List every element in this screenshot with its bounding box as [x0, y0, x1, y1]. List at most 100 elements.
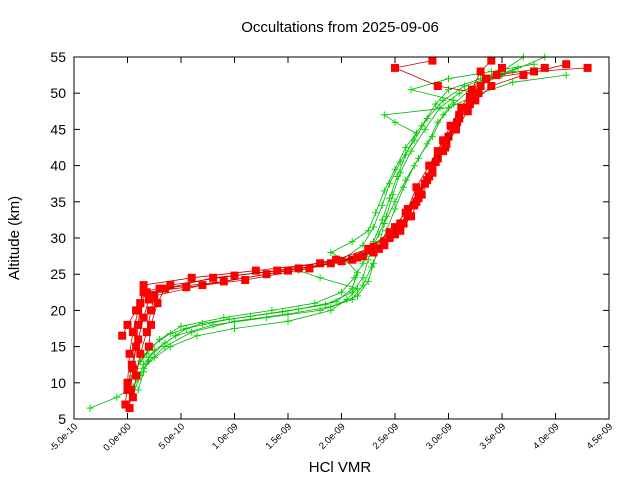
- red-square-point: [374, 244, 383, 253]
- red-square-point: [142, 288, 151, 297]
- green-plus-point: [402, 151, 410, 159]
- red-square-point: [187, 273, 196, 282]
- green-plus-point: [434, 118, 442, 126]
- green-plus-point: [354, 269, 361, 277]
- green-plus-point: [436, 104, 444, 112]
- green-plus-point: [140, 364, 148, 372]
- green-plus-point: [391, 198, 399, 206]
- green-plus-point: [391, 165, 399, 173]
- green-plus-point: [380, 187, 388, 195]
- red-square-point: [166, 281, 175, 290]
- x-axis-label: HCl VMR: [309, 459, 372, 476]
- y-tick-label: 40: [50, 158, 66, 174]
- red-square-point: [457, 103, 466, 112]
- y-tick-label: 30: [50, 230, 66, 246]
- red-square-point: [396, 226, 405, 235]
- green-plus-point: [332, 298, 340, 306]
- red-square-point: [128, 393, 137, 402]
- green-plus-point: [231, 325, 238, 332]
- red-profile-line-2: [132, 67, 545, 398]
- green-plus-point: [284, 310, 292, 318]
- green-plus-point: [386, 180, 394, 188]
- green-plus-point: [400, 183, 408, 191]
- x-tick-label: 4.5e-09: [585, 421, 616, 452]
- red-square-point: [128, 328, 137, 337]
- green-plus-point: [359, 259, 367, 267]
- green-plus-point: [445, 104, 452, 112]
- green-plus-point: [410, 136, 418, 144]
- green-plus-point: [327, 306, 335, 314]
- red-square-point: [412, 197, 421, 206]
- red-square-point: [396, 219, 405, 228]
- x-tick-label: 1.5e-09: [264, 421, 295, 452]
- red-square-point: [468, 85, 476, 94]
- green-plus-point: [423, 140, 431, 148]
- red-square-point: [476, 67, 485, 76]
- x-tick-label: 2.0e-09: [317, 421, 348, 452]
- red-square-point: [273, 266, 282, 275]
- green-plus-point: [263, 314, 271, 322]
- green-plus-point: [161, 339, 169, 347]
- red-square-point: [498, 63, 506, 72]
- green-plus-point: [375, 230, 383, 238]
- red-square-point: [540, 63, 549, 72]
- y-tick-label: 45: [50, 121, 66, 137]
- green-plus-point: [247, 312, 254, 320]
- red-square-point: [353, 253, 362, 262]
- red-square-point: [251, 266, 260, 275]
- red-profile-line-3: [127, 63, 567, 391]
- green-plus-point: [423, 115, 431, 122]
- red-square-point: [425, 172, 434, 181]
- red-square-point: [144, 295, 153, 304]
- red-square-point: [144, 342, 153, 351]
- red-square-point: [132, 371, 141, 380]
- red-square-point: [487, 56, 496, 65]
- green-plus-point: [396, 158, 404, 166]
- red-square-point: [481, 74, 490, 83]
- red-square-point: [123, 378, 132, 387]
- red-square-point: [127, 360, 136, 369]
- red-square-point: [284, 266, 292, 275]
- red-square-point: [476, 82, 485, 90]
- green-plus-point: [461, 82, 469, 90]
- red-square-point: [147, 306, 155, 315]
- red-square-point: [134, 320, 143, 329]
- x-tick-label: 0.0e+00: [101, 421, 133, 453]
- green-plus-point: [316, 274, 324, 282]
- red-square-point: [136, 349, 145, 358]
- green-plus-point: [509, 68, 517, 75]
- green-plus-point: [113, 393, 121, 401]
- green-plus-point: [432, 100, 440, 108]
- red-square-point: [209, 273, 218, 282]
- green-plus-point: [407, 147, 415, 155]
- y-tick-label: 55: [50, 49, 66, 65]
- red-square-point: [123, 320, 132, 329]
- red-square-point: [433, 147, 442, 156]
- red-square-point: [332, 255, 341, 264]
- green-plus-point: [348, 238, 356, 246]
- red-square-point: [125, 349, 134, 358]
- green-plus-point: [177, 322, 185, 330]
- green-plus-point: [455, 89, 463, 97]
- red-square-point: [364, 244, 373, 253]
- green-plus-point: [359, 274, 367, 282]
- green-plus-point: [143, 350, 151, 358]
- red-square-point: [444, 132, 453, 141]
- red-square-point: [492, 71, 501, 80]
- green-plus-point: [166, 330, 174, 338]
- green-plus-point: [428, 133, 436, 141]
- red-square-point: [414, 186, 423, 195]
- y-tick-label: 25: [50, 266, 66, 282]
- green-plus-point: [391, 205, 399, 213]
- x-tick-label: 2.5e-09: [371, 421, 402, 452]
- red-profile-line-0: [129, 67, 503, 409]
- red-square-point: [125, 404, 134, 413]
- green-plus-point: [86, 404, 94, 412]
- red-square-point: [136, 299, 145, 308]
- green-plus-point: [378, 201, 386, 209]
- green-plus-point: [343, 296, 351, 303]
- red-square-point: [452, 125, 460, 134]
- red-square-point: [305, 264, 314, 273]
- red-square-point: [463, 107, 472, 116]
- red-square-point: [316, 259, 325, 268]
